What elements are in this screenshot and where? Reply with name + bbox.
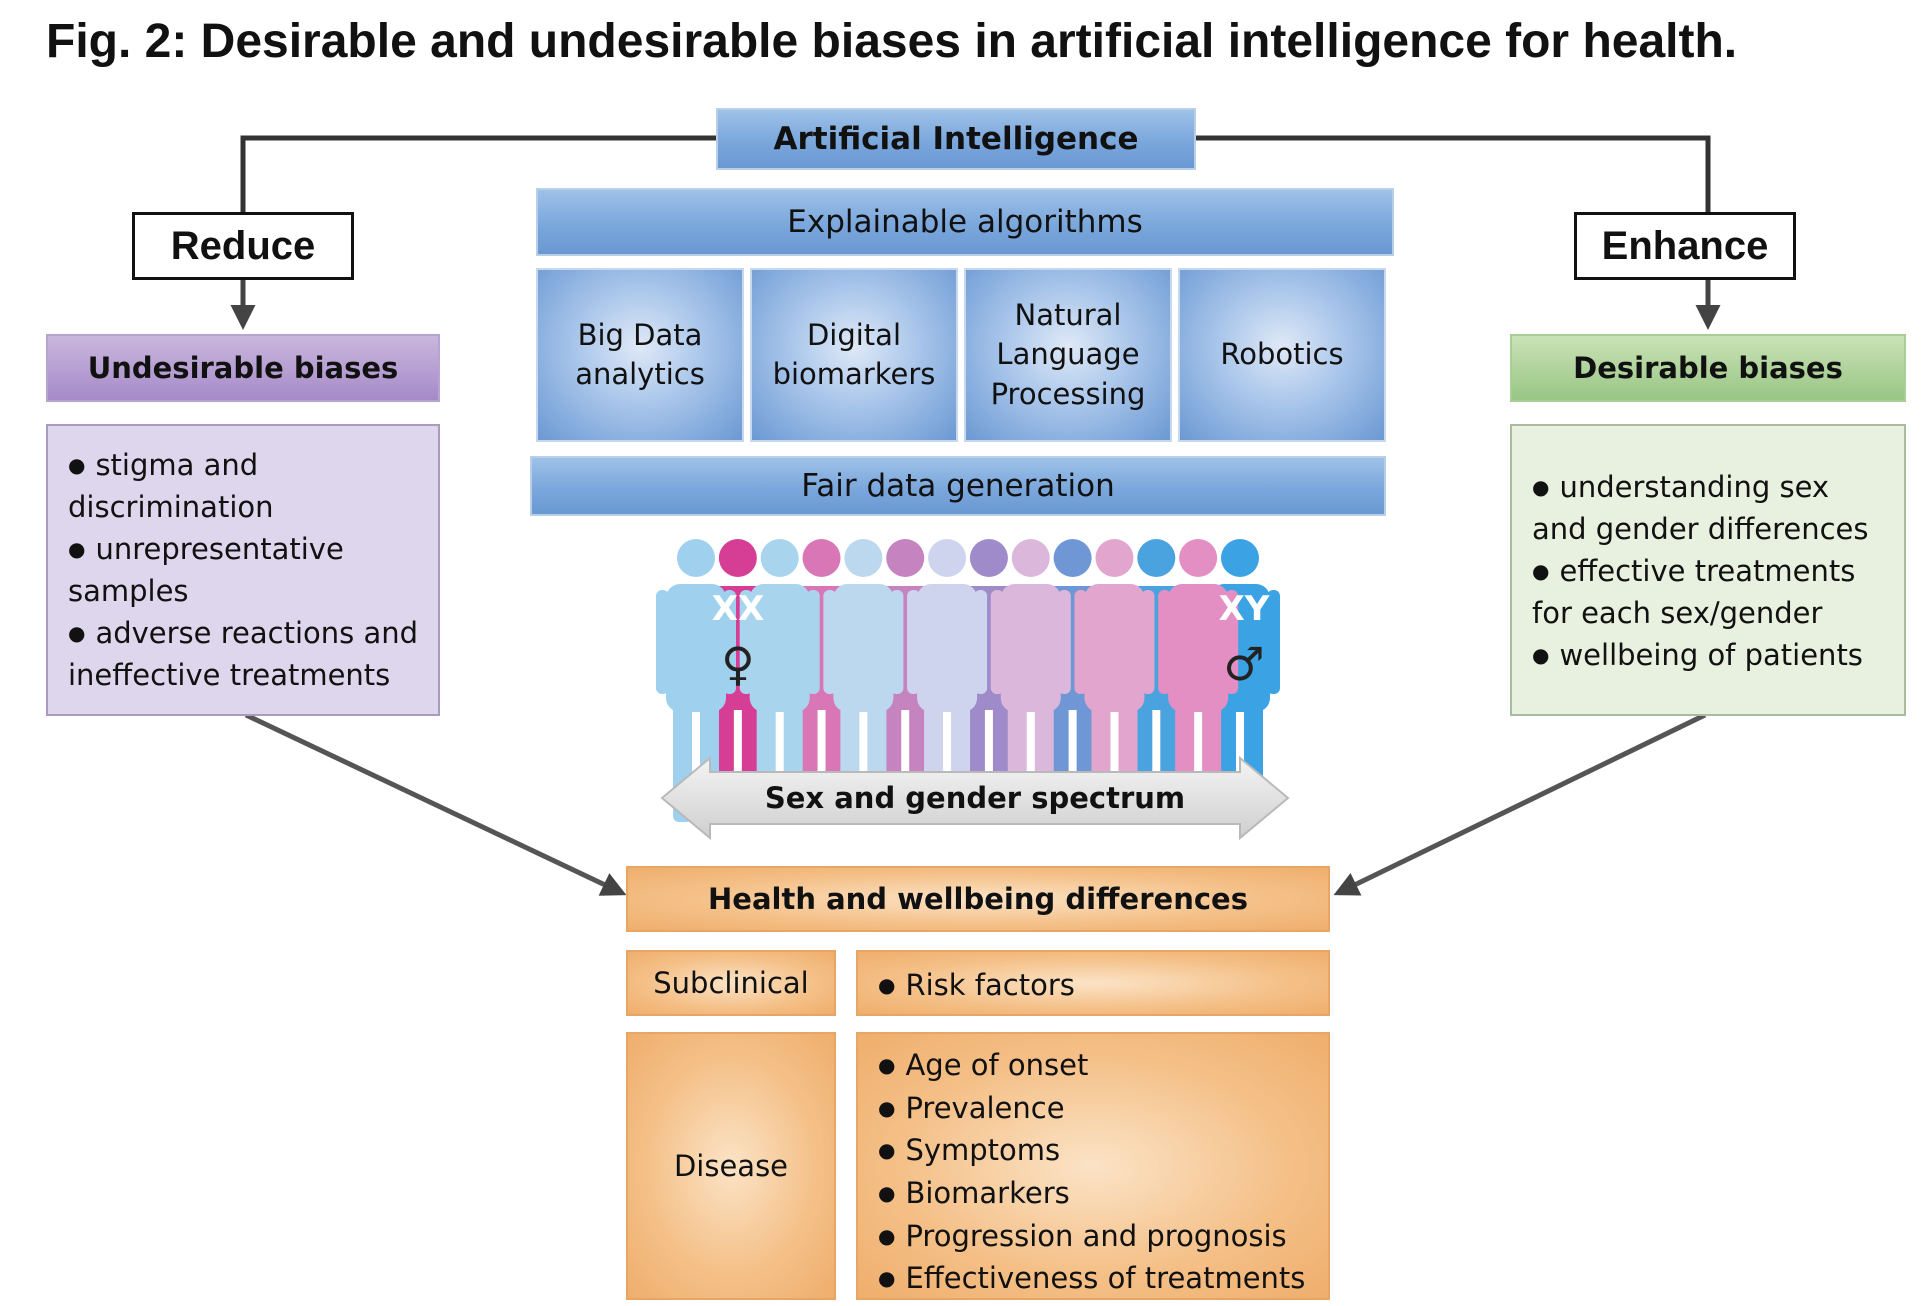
male-symbol-icon: ♂	[1223, 637, 1264, 691]
undesirable-biases-list: stigma and discrimination unrepresentati…	[46, 424, 440, 716]
desirable-biases-header: Desirable biases	[1510, 334, 1906, 402]
list-item: effective treatments for each sex/gender	[1532, 550, 1890, 634]
list-item: understanding sex and gender differences	[1532, 466, 1890, 550]
enhance-box: Enhance	[1574, 212, 1796, 280]
xy-label: XY	[1219, 589, 1270, 629]
list-item: Biomarkers	[878, 1172, 1314, 1215]
figure-title: Fig. 2: Desirable and undesirable biases…	[46, 15, 1738, 68]
list-item: Effectiveness of treatments	[878, 1257, 1314, 1300]
list-item: wellbeing of patients	[1532, 634, 1890, 676]
line-ai-to-reduce	[240, 135, 716, 212]
person-figure	[739, 539, 820, 822]
list-item: Progression and prognosis	[878, 1215, 1314, 1258]
spectrum-label: Sex and gender spectrum	[764, 781, 1186, 815]
double-arrow-icon	[660, 756, 1290, 840]
tile-nlp: Natural Language Processing	[964, 268, 1172, 442]
list-item: Symptoms	[878, 1129, 1314, 1172]
reduce-box: Reduce	[132, 212, 354, 280]
xx-label: XX	[712, 589, 764, 629]
tile-digital-biomarkers: Digital biomarkers	[750, 268, 958, 442]
list-item: adverse reactions and ineffective treatm…	[68, 612, 424, 696]
list-item: unrepresentative samples	[68, 528, 424, 612]
list-item: Risk factors	[878, 964, 1314, 1007]
disease-box: Disease	[626, 1032, 836, 1300]
subclinical-box: Subclinical	[626, 950, 836, 1016]
desirable-biases-list: understanding sex and gender differences…	[1510, 424, 1906, 716]
arrow-undesirable-to-health	[244, 712, 627, 896]
subclinical-list: Risk factors	[856, 950, 1330, 1016]
list-item: stigma and discrimination	[68, 444, 424, 528]
list-item: Prevalence	[878, 1087, 1314, 1130]
undesirable-biases-header: Undesirable biases	[46, 334, 440, 402]
line-ai-to-enhance	[1196, 135, 1711, 212]
tile-robotics: Robotics	[1178, 268, 1386, 442]
ai-box: Artificial Intelligence	[716, 108, 1196, 170]
explainable-algorithms-box: Explainable algorithms	[536, 188, 1394, 256]
health-differences-header: Health and wellbeing differences	[626, 866, 1330, 932]
arrow-desirable-to-health	[1333, 712, 1707, 896]
disease-list: Age of onset Prevalence Symptoms Biomark…	[856, 1032, 1330, 1300]
fair-data-box: Fair data generation	[530, 456, 1386, 516]
list-item: Age of onset	[878, 1044, 1314, 1087]
female-symbol-icon: ♀	[721, 637, 755, 691]
tile-big-data: Big Data analytics	[536, 268, 744, 442]
